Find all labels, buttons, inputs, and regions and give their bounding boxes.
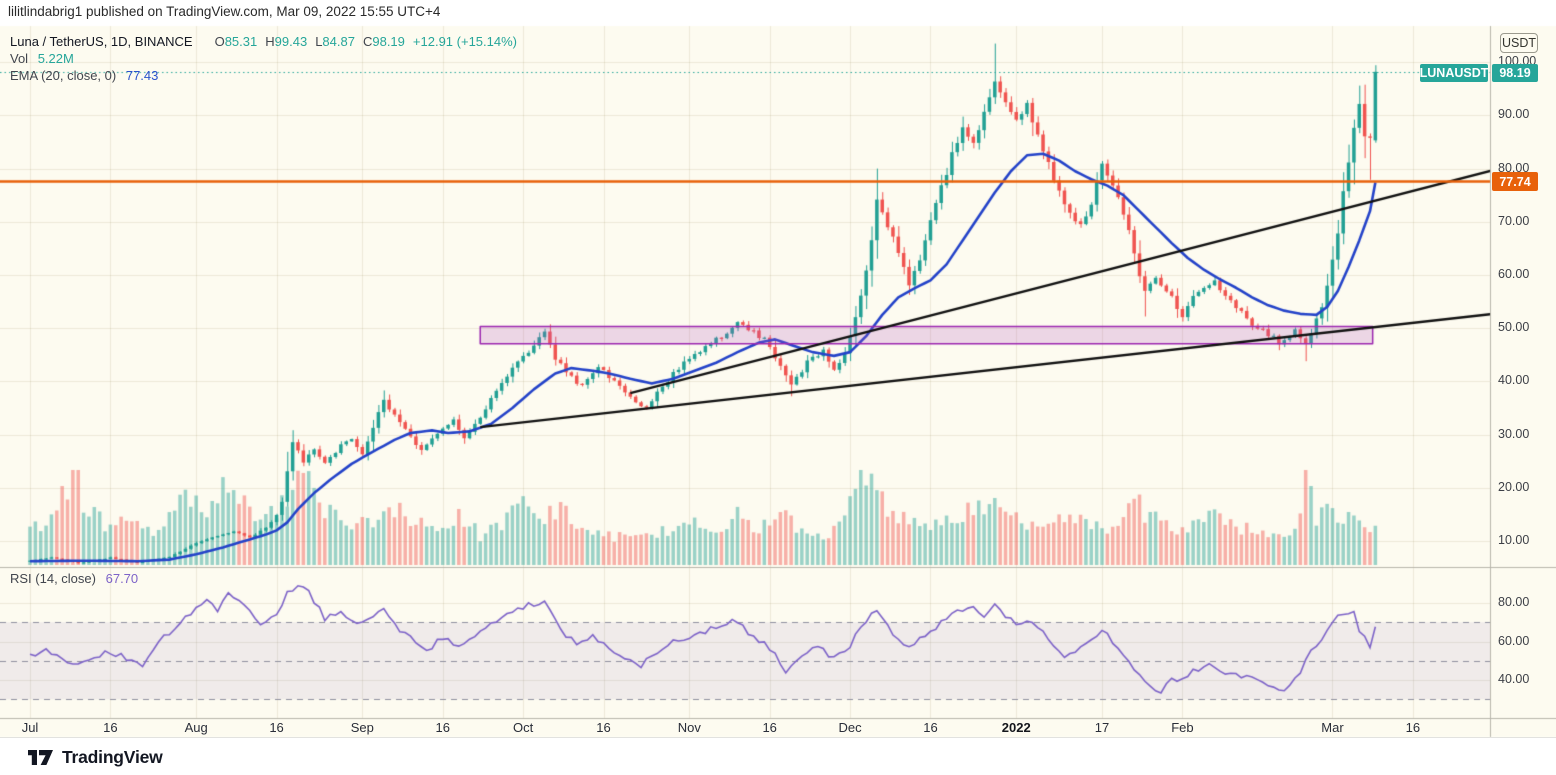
- high-value: 99.43: [274, 34, 308, 49]
- volume-label: Vol: [10, 51, 29, 66]
- footer-bar: TradingView: [0, 737, 1556, 775]
- change-value: +12.91 (+15.14%): [412, 34, 517, 49]
- horizontal-line-price-badge: 77.74: [1492, 172, 1538, 191]
- ema-label: EMA (20, close, 0): [10, 68, 117, 83]
- ema-legend-row: EMA (20, close, 0) 77.43: [10, 67, 517, 84]
- last-price-badge: 98.19: [1492, 63, 1538, 82]
- tradingview-logo-icon[interactable]: [28, 749, 54, 766]
- symbol-legend-row: Luna / TetherUS, 1D, BINANCE O85.31 H99.43…: [10, 33, 517, 50]
- tradingview-brand-text[interactable]: TradingView: [62, 746, 163, 767]
- high-label: H: [265, 34, 275, 49]
- volume-legend-row: Vol 5.22M: [10, 50, 517, 67]
- rsi-value: 67.70: [105, 571, 139, 586]
- symbol-title: Luna / TetherUS, 1D, BINANCE: [10, 34, 193, 49]
- publish-info: lilitlindabrig1 published on TradingView…: [8, 4, 441, 19]
- currency-toggle-button[interactable]: USDT: [1500, 33, 1538, 53]
- rsi-legend-row: RSI (14, close) 67.70: [10, 571, 138, 586]
- low-label: L: [315, 34, 323, 49]
- close-value: 98.19: [372, 34, 405, 49]
- volume-value: 5.22M: [37, 51, 74, 66]
- symbol-price-flag: LUNAUSDT: [1419, 63, 1489, 82]
- rsi-label: RSI (14, close): [10, 571, 96, 586]
- ema-value: 77.43: [125, 68, 159, 83]
- low-value: 84.87: [322, 34, 355, 49]
- open-value: 85.31: [224, 34, 258, 49]
- open-label: O: [214, 34, 225, 49]
- close-label: C: [362, 34, 373, 49]
- chart-legend: Luna / TetherUS, 1D, BINANCE O85.31 H99.43…: [10, 33, 517, 84]
